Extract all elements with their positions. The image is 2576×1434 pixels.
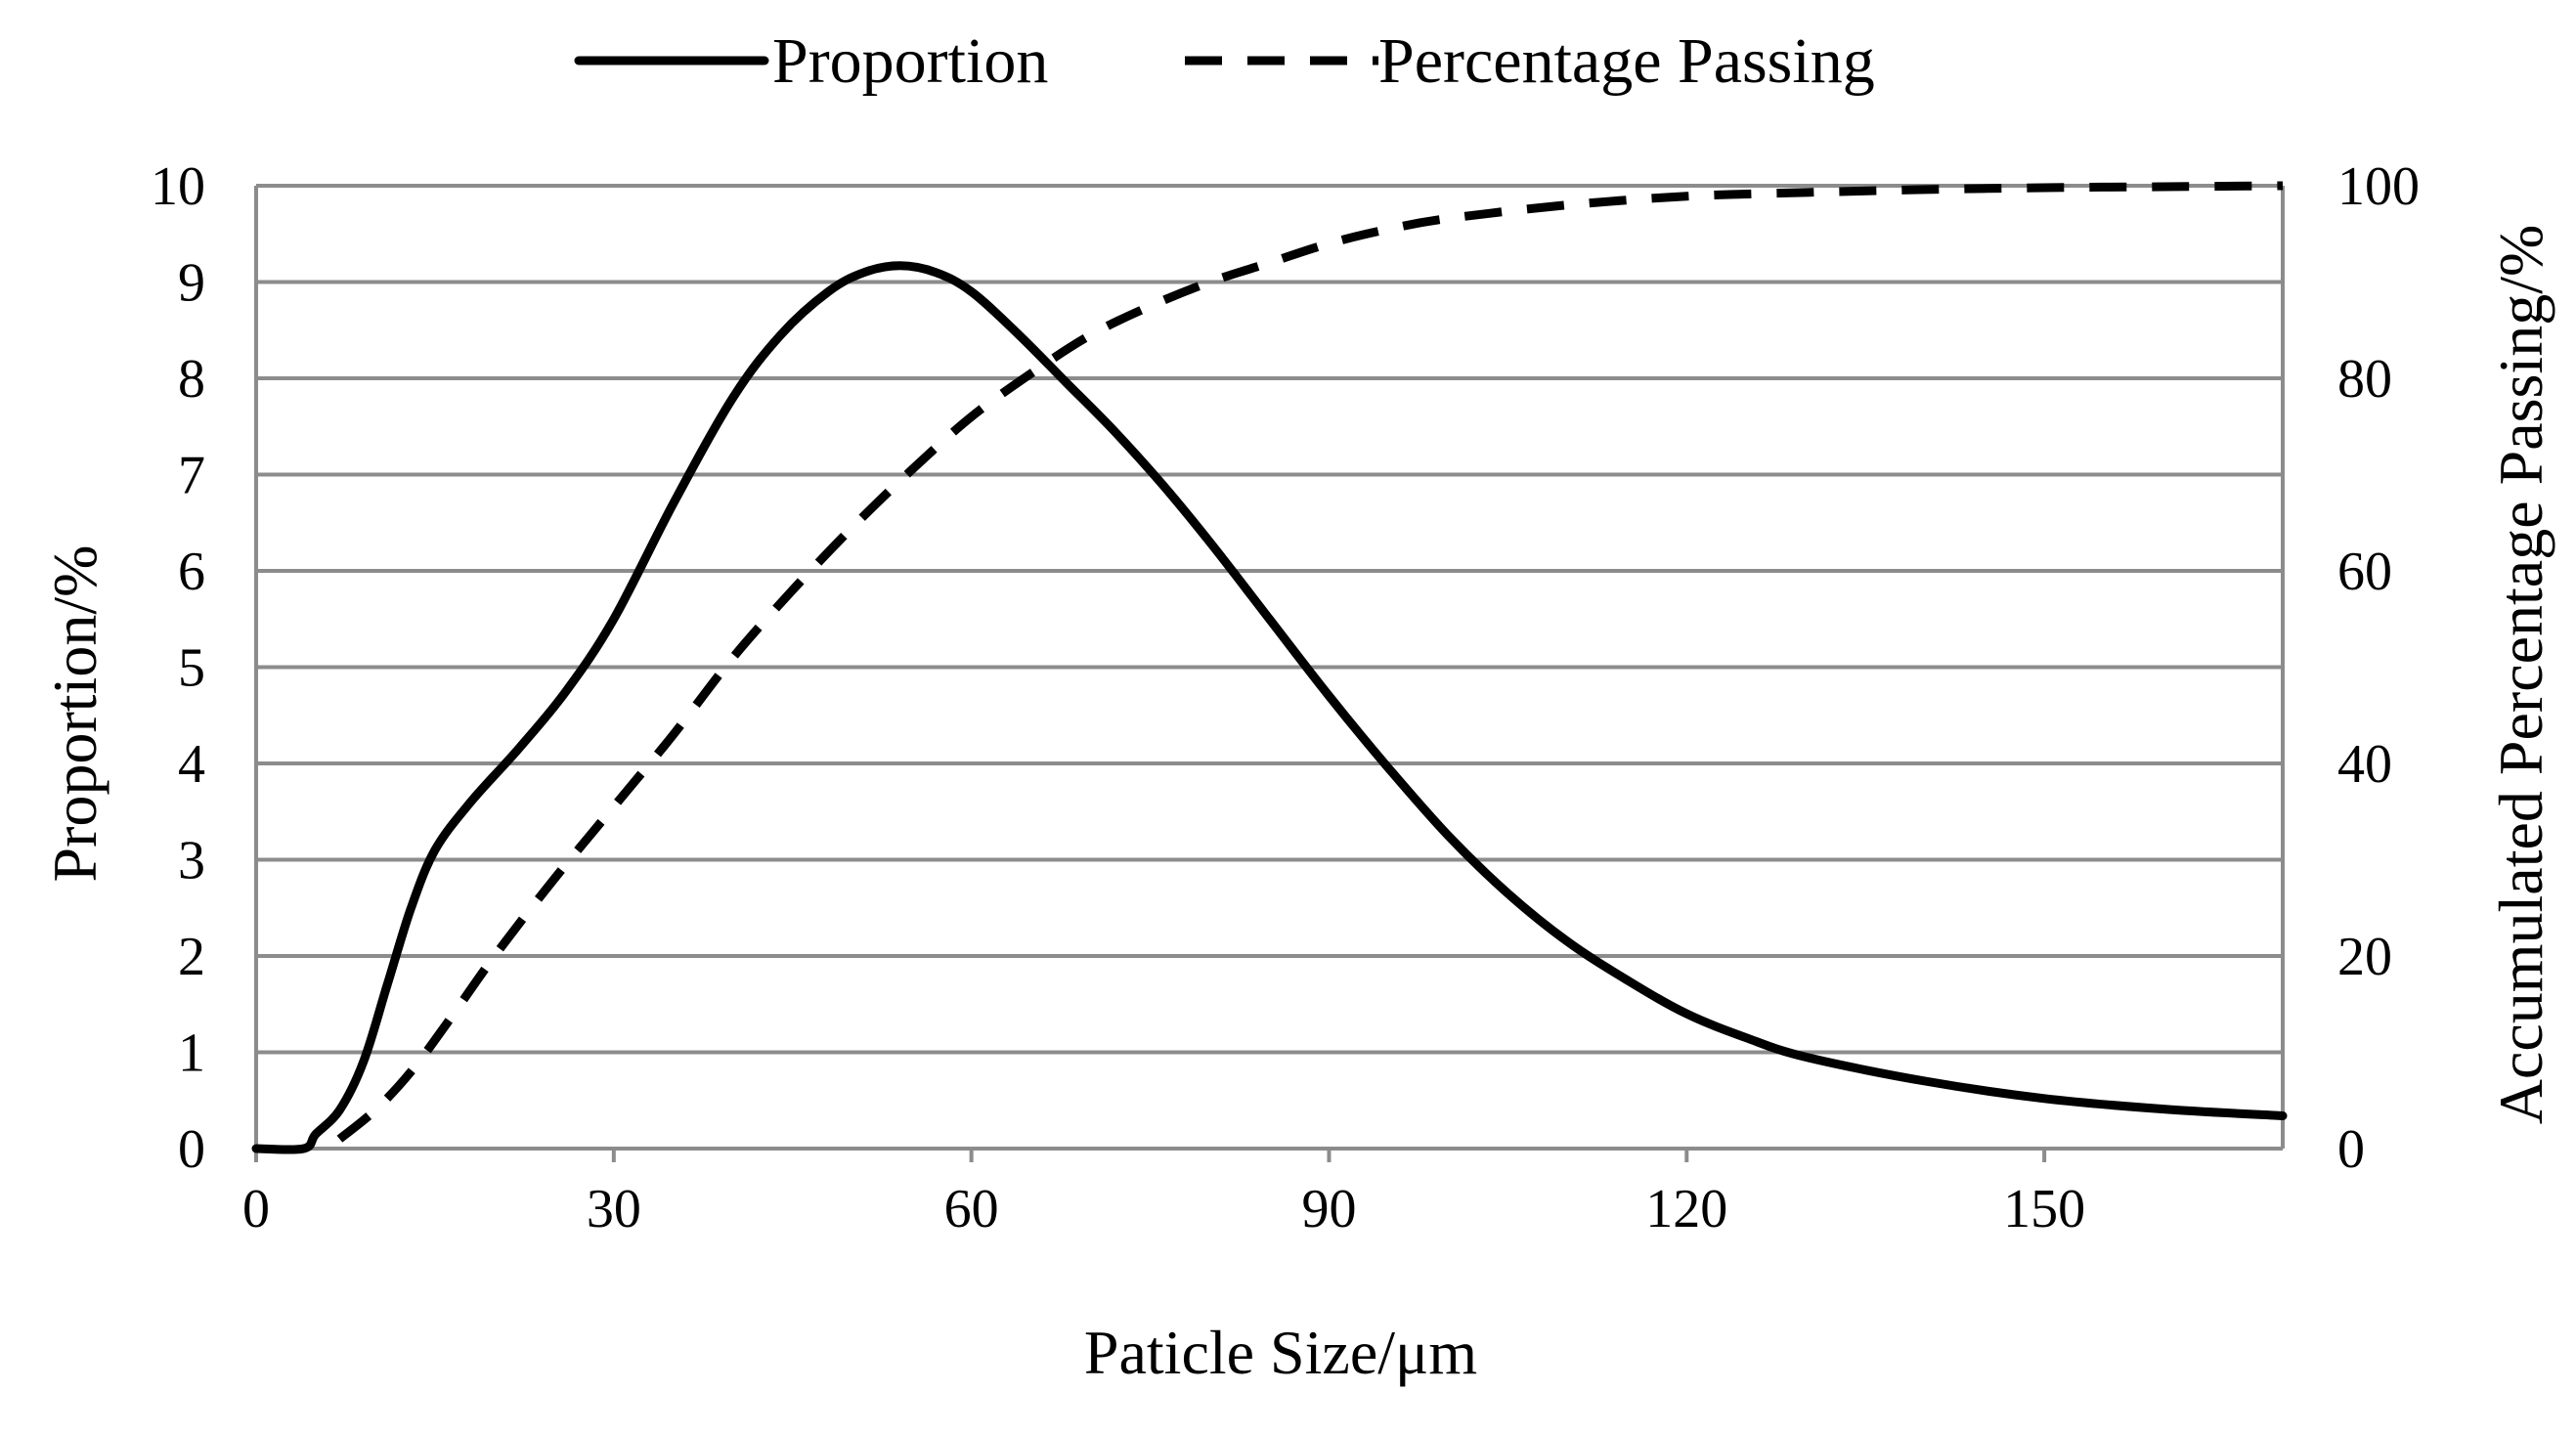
legend-label-proportion: Proportion bbox=[772, 25, 1048, 97]
y-tick-label-7: 7 bbox=[178, 446, 205, 506]
x-tick-label-60: 60 bbox=[944, 1179, 999, 1239]
x-tick-label-150: 150 bbox=[2003, 1179, 2085, 1239]
y2-axis-title: Accumulated Percentage Passing/% bbox=[2486, 225, 2555, 1125]
series-line-proportion bbox=[251, 261, 2288, 1154]
x-tick-label-30: 30 bbox=[587, 1179, 641, 1239]
legend: Proportion Percentage Passing bbox=[574, 25, 1875, 97]
y2-tick-label-0: 0 bbox=[2337, 1119, 2365, 1180]
y-axis-title: Proportion/% bbox=[40, 545, 109, 883]
legend-label-percentage-passing: Percentage Passing bbox=[1378, 25, 1875, 97]
y-tick-label-9: 9 bbox=[178, 253, 205, 314]
series-line-percentage-passing bbox=[336, 181, 2284, 1143]
y-tick-label-1: 1 bbox=[178, 1023, 205, 1084]
y-tick-label-2: 2 bbox=[178, 927, 205, 987]
x-tick-label-120: 120 bbox=[1645, 1179, 1727, 1239]
y-tick-label-6: 6 bbox=[178, 542, 205, 602]
y2-tick-label-60: 60 bbox=[2337, 542, 2392, 602]
series-lines bbox=[251, 181, 2288, 1154]
y2-tick-label-100: 100 bbox=[2337, 156, 2420, 217]
x-axis-title: Paticle Size/μm bbox=[1084, 1318, 1477, 1387]
y-tick-label-0: 0 bbox=[178, 1119, 205, 1180]
y-tick-label-4: 4 bbox=[178, 734, 205, 795]
y-tick-label-5: 5 bbox=[178, 638, 205, 699]
x-tick-label-0: 0 bbox=[242, 1179, 270, 1239]
y-tick-label-10: 10 bbox=[151, 156, 205, 217]
y-tick-label-8: 8 bbox=[178, 349, 205, 410]
y2-tick-label-20: 20 bbox=[2337, 927, 2392, 987]
y2-tick-label-40: 40 bbox=[2337, 734, 2392, 795]
gridlines bbox=[256, 184, 2283, 1151]
y2-tick-label-80: 80 bbox=[2337, 349, 2392, 410]
y-tick-label-3: 3 bbox=[178, 831, 205, 891]
x-tick-label-90: 90 bbox=[1301, 1179, 1356, 1239]
axes bbox=[254, 186, 2285, 1162]
